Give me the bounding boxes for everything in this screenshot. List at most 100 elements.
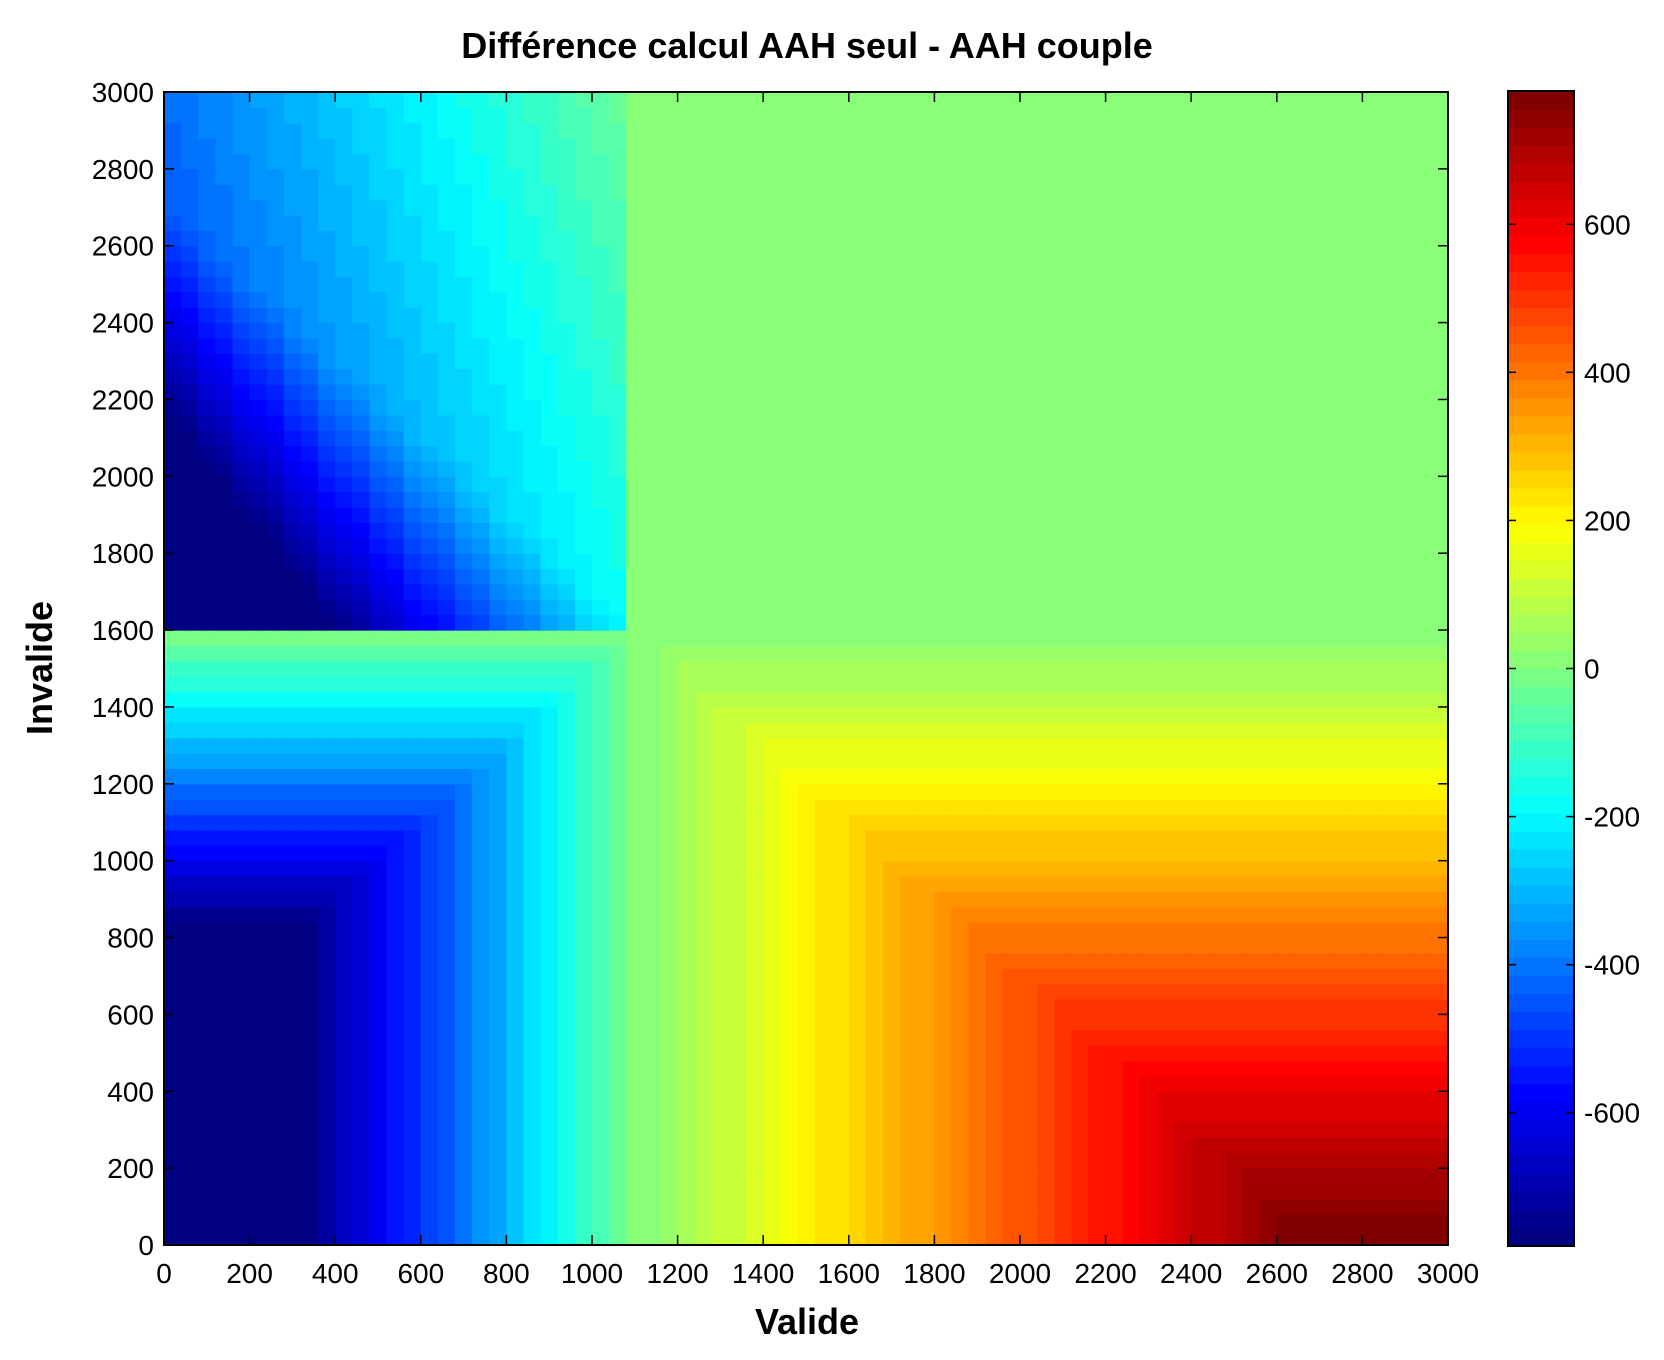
heatmap-cell [711, 860, 730, 877]
heatmap-cell [1276, 1122, 1295, 1138]
heatmap-cell [917, 568, 935, 585]
heatmap-cell [934, 829, 953, 846]
heatmap-cell [951, 445, 970, 462]
heatmap-cell [215, 553, 234, 570]
heatmap-cell [283, 1060, 302, 1077]
heatmap-cell [831, 138, 850, 155]
heatmap-cell [455, 906, 473, 923]
heatmap-cell [677, 491, 696, 508]
heatmap-cell [1054, 1168, 1072, 1185]
heatmap-cell [1105, 445, 1124, 462]
heatmap-cell [266, 568, 285, 585]
heatmap-cell [489, 922, 507, 939]
heatmap-cell [506, 168, 525, 185]
heatmap-cell [489, 414, 507, 431]
heatmap-cell [1208, 568, 1227, 585]
heatmap-cell [643, 1091, 662, 1108]
heatmap-cell [934, 1168, 953, 1185]
heatmap-cell [574, 230, 593, 247]
heatmap-cell [1276, 476, 1295, 493]
heatmap-cell [1088, 337, 1107, 354]
heatmap-cell [455, 92, 473, 108]
heatmap-cell [420, 1168, 439, 1185]
heatmap-cell [266, 1137, 285, 1154]
heatmap-cell [352, 261, 371, 278]
heatmap-cell [1122, 568, 1141, 585]
heatmap-cell [455, 722, 473, 739]
heatmap-cell [677, 937, 696, 954]
heatmap-cell [814, 1060, 833, 1077]
heatmap-cell [1208, 845, 1227, 862]
heatmap-cell [865, 384, 884, 401]
heatmap-cell [1139, 445, 1158, 462]
heatmap-cell [883, 1229, 901, 1246]
heatmap-cell [1276, 799, 1295, 816]
heatmap-cell [1191, 476, 1209, 493]
heatmap-cell [900, 1198, 918, 1215]
heatmap-cell [1037, 430, 1055, 447]
heatmap-cell [506, 1137, 525, 1154]
heatmap-cell [352, 860, 371, 877]
heatmap-cell [746, 676, 764, 693]
heatmap-cell [1002, 368, 1021, 385]
heatmap-cell [848, 276, 867, 293]
heatmap-cell [1225, 983, 1244, 1000]
heatmap-cell [900, 614, 918, 631]
heatmap-cell [1242, 1168, 1261, 1185]
heatmap-cell [660, 399, 679, 416]
heatmap-cell [883, 491, 901, 508]
heatmap-cell [403, 1122, 422, 1138]
heatmap-cell [865, 999, 884, 1015]
heatmap-cell [164, 507, 182, 524]
heatmap-cell [934, 522, 953, 539]
heatmap-cell [403, 184, 422, 201]
heatmap-cell [420, 414, 439, 431]
heatmap-cell [985, 230, 1004, 247]
heatmap-cell [1225, 122, 1244, 139]
heatmap-cell [643, 999, 662, 1015]
heatmap-cell [1208, 337, 1227, 354]
heatmap-cell [968, 906, 987, 923]
heatmap-cell [1293, 1152, 1312, 1169]
heatmap-cell [780, 1106, 799, 1123]
heatmap-cell [1037, 1183, 1055, 1200]
heatmap-cell [369, 353, 388, 370]
heatmap-cell [711, 568, 730, 585]
heatmap-cell [1156, 583, 1175, 600]
heatmap-cell [540, 937, 559, 954]
heatmap-cell [746, 537, 764, 554]
heatmap-cell [1122, 368, 1141, 385]
heatmap-cell [1002, 676, 1021, 693]
heatmap-cell [763, 876, 781, 893]
heatmap-cell [1139, 922, 1158, 939]
heatmap-cell [352, 983, 371, 1000]
heatmap-cell [763, 660, 781, 677]
heatmap-cell [215, 230, 234, 247]
heatmap-cell [1088, 968, 1107, 985]
heatmap-cell [1156, 937, 1175, 954]
heatmap-cell [455, 1229, 473, 1246]
heatmap-cell [1259, 322, 1278, 339]
heatmap-cell [335, 1029, 353, 1046]
heatmap-cell [1088, 276, 1107, 293]
heatmap-cell [780, 1214, 799, 1231]
heatmap-cell [164, 168, 182, 185]
heatmap-cell [985, 983, 1004, 1000]
heatmap-cell [283, 414, 302, 431]
heatmap-cell [660, 922, 679, 939]
heatmap-cell [643, 1106, 662, 1123]
heatmap-cell [232, 261, 251, 278]
heatmap-cell [540, 922, 559, 939]
heatmap-cell [1054, 737, 1072, 754]
heatmap-cell [420, 968, 439, 985]
heatmap-cell [1242, 968, 1261, 985]
heatmap-cell [780, 983, 799, 1000]
heatmap-cell [437, 1137, 456, 1154]
heatmap-cell [1174, 814, 1192, 831]
heatmap-cell [386, 399, 405, 416]
heatmap-cell [540, 445, 559, 462]
heatmap-cell [318, 168, 336, 185]
heatmap-cell [797, 799, 816, 816]
heatmap-cell [985, 1168, 1004, 1185]
heatmap-cell [643, 583, 662, 600]
